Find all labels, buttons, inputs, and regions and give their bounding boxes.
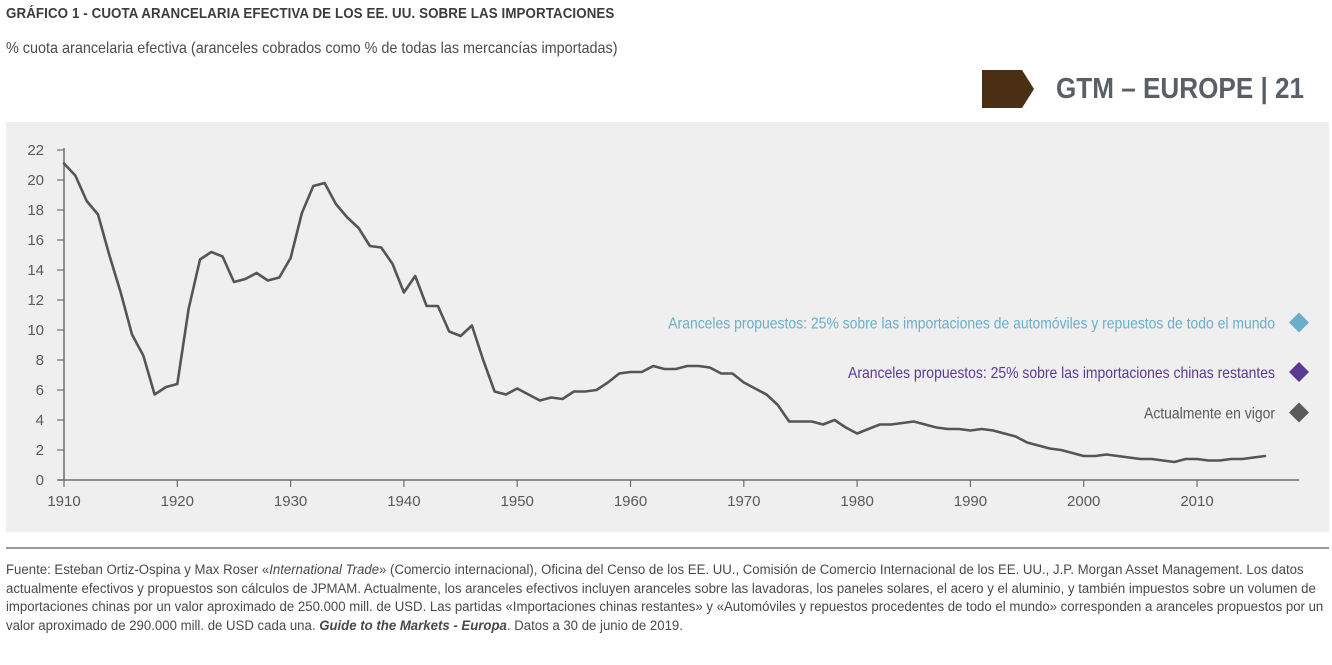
source-text-2: » (Comercio internacional), Oficina del … bbox=[6, 562, 1324, 634]
x-tick-label: 1980 bbox=[840, 493, 873, 510]
source-note: Fuente: Esteban Ortiz-Ospina y Max Roser… bbox=[6, 561, 1329, 635]
y-tick-label: 20 bbox=[27, 172, 44, 189]
brand-label: GTM – EUROPE | 21 bbox=[1056, 72, 1305, 105]
legend-label: Aranceles propuestos: 25% sobre las impo… bbox=[668, 316, 1275, 333]
x-tick-label: 1920 bbox=[161, 493, 194, 510]
y-tick-label: 12 bbox=[27, 292, 44, 309]
source-publication: Guide to the Markets - Europa bbox=[319, 617, 507, 634]
x-tick-label: 1950 bbox=[501, 493, 534, 510]
series-line bbox=[62, 162, 1267, 464]
x-tick-label: 1960 bbox=[614, 493, 647, 510]
x-tick-label: 2010 bbox=[1180, 493, 1213, 510]
marker-diamond bbox=[1289, 312, 1309, 333]
footer-divider bbox=[6, 547, 1329, 549]
brand-badge: GTM – EUROPE | 21 bbox=[982, 69, 1332, 109]
y-tick-label: 22 bbox=[27, 142, 44, 159]
brand-arrow-icon bbox=[982, 70, 1034, 108]
source-text-3: . Datos a 30 de junio de 2019. bbox=[506, 617, 683, 634]
y-tick-label: 18 bbox=[27, 202, 44, 219]
chart-title: GRÁFICO 1 - CUOTA ARANCELARIA EFECTIVA D… bbox=[6, 6, 615, 22]
y-tick-label: 0 bbox=[36, 472, 44, 489]
chart-subtitle: % cuota arancelaria efectiva (aranceles … bbox=[6, 40, 618, 57]
legend-label: Aranceles propuestos: 25% sobre las impo… bbox=[848, 365, 1275, 382]
series-layer bbox=[62, 162, 1267, 464]
chart-panel bbox=[6, 122, 1329, 532]
x-tick-label: 1940 bbox=[387, 493, 420, 510]
y-tick-label: 10 bbox=[27, 322, 44, 339]
source-text-1: Fuente: Esteban Ortiz-Ospina y Max Roser… bbox=[6, 562, 270, 578]
y-tick-label: 6 bbox=[36, 382, 44, 399]
x-tick-label: 1990 bbox=[954, 493, 987, 510]
x-tick-label: 2000 bbox=[1067, 493, 1100, 510]
legend-label: Actualmente en vigor bbox=[1144, 406, 1275, 423]
y-tick-label: 16 bbox=[27, 232, 44, 249]
y-tick-label: 14 bbox=[27, 262, 44, 279]
x-tick-label: 1910 bbox=[47, 493, 80, 510]
marker-diamond bbox=[1289, 402, 1309, 423]
legend: Aranceles propuestos: 25% sobre las impo… bbox=[668, 312, 1309, 423]
source-italic: International Trade bbox=[269, 562, 380, 578]
marker-diamond bbox=[1289, 362, 1309, 382]
y-tick-label: 4 bbox=[36, 412, 44, 429]
axes: 0 2 4 6 8 10 12 14 16 18 20 22 1910 1920 1930 1940 1950 1… bbox=[27, 142, 1299, 510]
y-tick-label: 2 bbox=[36, 442, 44, 459]
x-tick-label: 1930 bbox=[274, 493, 307, 510]
y-tick-label: 8 bbox=[36, 352, 44, 369]
x-tick-label: 1970 bbox=[727, 493, 760, 510]
